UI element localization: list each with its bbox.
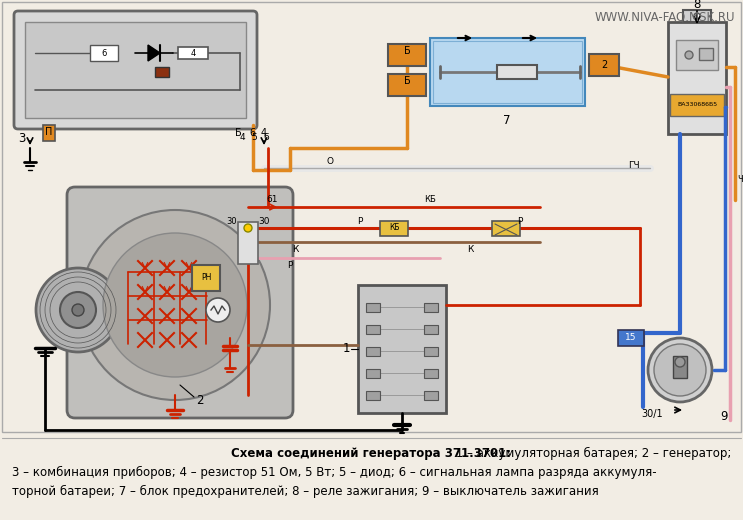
Text: WWW.NIVA-FAQ.MSK.RU: WWW.NIVA-FAQ.MSK.RU bbox=[594, 10, 735, 23]
Bar bbox=[497, 65, 537, 79]
Text: Р: Р bbox=[357, 216, 363, 226]
Bar bbox=[492, 221, 520, 236]
FancyBboxPatch shape bbox=[67, 187, 293, 418]
Bar bbox=[2, 2, 741, 432]
Text: Ч: Ч bbox=[737, 175, 743, 185]
Text: Р: Р bbox=[288, 261, 293, 269]
Bar bbox=[43, 125, 55, 141]
Text: ГЧ: ГЧ bbox=[628, 161, 640, 170]
Circle shape bbox=[244, 224, 252, 232]
Text: Схема соединений генератора 371.3701:: Схема соединений генератора 371.3701: bbox=[231, 447, 511, 460]
Text: 3: 3 bbox=[19, 132, 26, 145]
Polygon shape bbox=[148, 45, 160, 61]
Text: Б: Б bbox=[403, 76, 410, 86]
Circle shape bbox=[694, 13, 700, 19]
Bar bbox=[366, 391, 380, 400]
Text: 1 – аккумуляторная батарея; 2 – генератор;: 1 – аккумуляторная батарея; 2 – генерато… bbox=[452, 447, 731, 460]
Text: Б: Б bbox=[403, 46, 410, 56]
Bar bbox=[388, 44, 426, 66]
Bar bbox=[433, 41, 582, 103]
Bar bbox=[430, 38, 585, 106]
Text: 4: 4 bbox=[261, 128, 267, 138]
Bar bbox=[192, 265, 220, 291]
Bar bbox=[388, 74, 426, 96]
Circle shape bbox=[103, 233, 247, 377]
Bar bbox=[366, 347, 380, 356]
Bar bbox=[683, 10, 711, 22]
Text: Б: Б bbox=[235, 128, 241, 138]
Bar bbox=[618, 330, 644, 346]
Text: 30: 30 bbox=[259, 216, 270, 226]
Circle shape bbox=[685, 51, 693, 59]
Text: 61: 61 bbox=[266, 196, 278, 204]
Bar bbox=[380, 221, 408, 236]
Text: К: К bbox=[292, 244, 298, 253]
Circle shape bbox=[675, 357, 685, 367]
Text: 30: 30 bbox=[227, 217, 237, 227]
Bar bbox=[366, 325, 380, 334]
Circle shape bbox=[206, 298, 230, 322]
Text: КБ: КБ bbox=[389, 224, 399, 232]
Bar bbox=[25, 22, 246, 118]
Text: 9: 9 bbox=[720, 410, 727, 423]
Text: 6: 6 bbox=[249, 128, 255, 138]
Text: 2: 2 bbox=[601, 60, 607, 70]
Text: К: К bbox=[467, 244, 473, 253]
Text: ВАЗ30686Б5: ВАЗ30686Б5 bbox=[677, 102, 717, 108]
Bar bbox=[424, 391, 438, 400]
Bar bbox=[358, 285, 446, 413]
Text: 6: 6 bbox=[101, 48, 107, 58]
Text: П: П bbox=[45, 127, 53, 137]
Bar bbox=[178, 47, 208, 59]
Text: 30/1: 30/1 bbox=[641, 409, 663, 419]
Text: КБ: КБ bbox=[424, 196, 436, 204]
Text: торной батареи; 7 – блок предохранителей; 8 – реле зажигания; 9 – выключатель за: торной батареи; 7 – блок предохранителей… bbox=[12, 485, 599, 498]
Circle shape bbox=[36, 268, 120, 352]
Bar bbox=[424, 325, 438, 334]
Circle shape bbox=[654, 344, 706, 396]
Bar bbox=[589, 54, 619, 76]
Bar bbox=[366, 369, 380, 378]
Circle shape bbox=[80, 210, 270, 400]
Bar bbox=[155, 67, 169, 77]
Bar bbox=[424, 369, 438, 378]
Text: 7: 7 bbox=[503, 113, 510, 126]
Circle shape bbox=[648, 338, 712, 402]
Circle shape bbox=[60, 292, 96, 328]
Text: 15: 15 bbox=[626, 333, 637, 343]
Text: О: О bbox=[326, 158, 334, 166]
Bar bbox=[670, 94, 724, 116]
Bar bbox=[366, 303, 380, 312]
Bar bbox=[238, 222, 258, 264]
Text: Р: Р bbox=[517, 216, 522, 226]
Text: 2: 2 bbox=[196, 394, 204, 407]
Text: 4: 4 bbox=[239, 134, 244, 142]
Bar bbox=[699, 48, 713, 60]
Text: РН: РН bbox=[201, 274, 211, 282]
Bar bbox=[424, 303, 438, 312]
Text: 4: 4 bbox=[190, 48, 195, 58]
Text: 3 – комбинация приборов; 4 – резистор 51 Ом, 5 Вт; 5 – диод; 6 – сигнальная ламп: 3 – комбинация приборов; 4 – резистор 51… bbox=[12, 466, 657, 479]
FancyBboxPatch shape bbox=[14, 11, 257, 129]
Text: 1: 1 bbox=[343, 343, 350, 356]
Bar bbox=[424, 347, 438, 356]
Circle shape bbox=[72, 304, 84, 316]
Bar bbox=[673, 356, 687, 378]
Bar bbox=[676, 40, 718, 70]
Text: 6: 6 bbox=[263, 134, 269, 142]
Bar bbox=[90, 45, 118, 61]
Text: 5: 5 bbox=[251, 134, 257, 142]
Text: 8: 8 bbox=[693, 0, 701, 10]
Bar bbox=[668, 22, 726, 134]
